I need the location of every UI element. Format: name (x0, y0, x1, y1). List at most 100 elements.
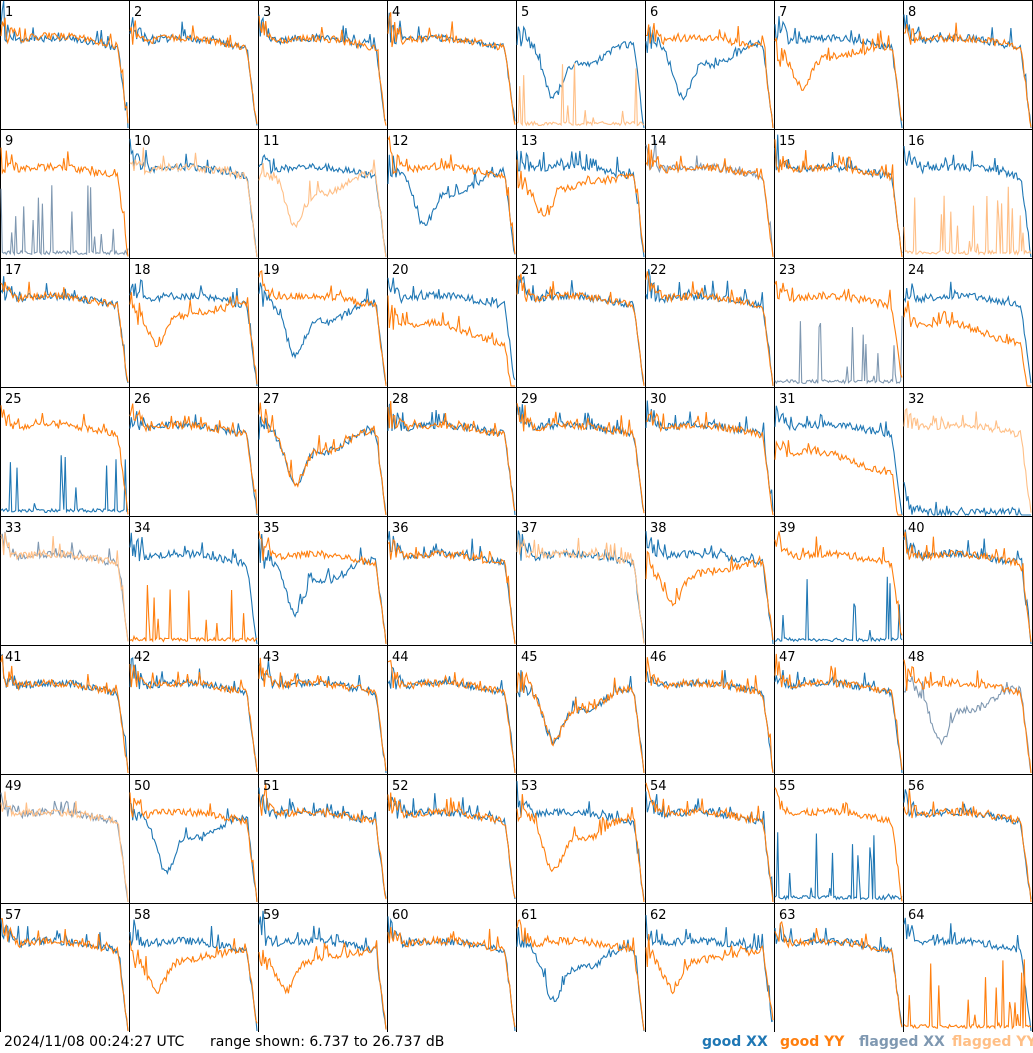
tile-24: 24 (903, 258, 1033, 388)
xx-spectrum-line (774, 576, 903, 643)
tile-label: 51 (263, 779, 280, 794)
xx-spectrum-line (258, 533, 387, 645)
xx-spectrum-line (258, 282, 387, 385)
tile-frame (0, 516, 130, 646)
yy-spectrum-line (646, 23, 774, 129)
tile-frame (0, 258, 130, 388)
yy-spectrum-line (516, 273, 645, 386)
yy-spectrum-line (387, 12, 516, 125)
yy-spectrum-line (774, 787, 903, 902)
tile-frame (903, 774, 1033, 904)
yy-spectrum-line (258, 530, 387, 645)
tile-frame (774, 0, 904, 130)
tile-11: 11 (258, 129, 388, 259)
xx-spectrum-line (0, 455, 129, 514)
xx-spectrum-line (903, 281, 1032, 384)
tile-label: 10 (134, 134, 151, 149)
tile-label: 21 (521, 263, 538, 278)
tile-label: 47 (779, 650, 796, 665)
tile-label: 18 (134, 263, 151, 278)
tile-frame (903, 258, 1033, 388)
tile-16: 16 (903, 129, 1033, 259)
yy-spectrum-line (129, 403, 258, 514)
tile-label: 32 (908, 392, 925, 407)
legend-good-yy: good YY (780, 1034, 845, 1050)
tile-label: 13 (521, 134, 538, 149)
xx-spectrum-line (0, 531, 129, 642)
tile-label: 64 (908, 908, 925, 923)
tile-label: 12 (392, 134, 409, 149)
tile-label: 3 (263, 5, 271, 20)
tile-44: 44 (387, 645, 517, 775)
tile-46: 46 (645, 645, 775, 775)
yy-spectrum-line (903, 659, 1032, 774)
tile-frame (516, 387, 646, 517)
tile-label: 29 (521, 392, 538, 407)
yy-spectrum-line (387, 792, 516, 899)
yy-spectrum-line (129, 792, 258, 902)
xx-spectrum-line (774, 405, 903, 516)
yy-spectrum-line (258, 269, 387, 386)
yy-spectrum-line (387, 538, 516, 645)
tile-label: 27 (263, 392, 280, 407)
tile-label: 30 (650, 392, 667, 407)
tile-57: 57 (0, 903, 130, 1032)
xx-spectrum-line (903, 146, 1032, 258)
tile-label: 16 (908, 134, 925, 149)
yy-spectrum-line (516, 537, 645, 644)
tile-label: 24 (908, 263, 925, 278)
xx-spectrum-line (903, 14, 1032, 129)
tile-29: 29 (516, 387, 646, 517)
tile-label: 37 (521, 521, 538, 536)
xx-spectrum-line (387, 12, 516, 122)
tile-frame (387, 645, 517, 775)
tile-label: 22 (650, 263, 667, 278)
tile-35: 35 (258, 516, 388, 646)
legend-flagged-yy: flagged YY (952, 1034, 1033, 1050)
tile-frame (258, 129, 388, 259)
xx-spectrum-line (0, 792, 129, 903)
tile-label: 36 (392, 521, 409, 536)
yy-spectrum-line (387, 927, 516, 1028)
tile-frame (903, 516, 1033, 646)
xx-spectrum-line (387, 277, 516, 381)
tile-label: 15 (779, 134, 796, 149)
tile-3: 3 (258, 0, 388, 130)
tile-frame (129, 645, 259, 775)
tile-label: 28 (392, 392, 409, 407)
tile-label: 50 (134, 779, 151, 794)
tile-frame (258, 903, 388, 1032)
yy-spectrum-line (774, 139, 903, 258)
tile-frame (387, 516, 517, 646)
yy-spectrum-line (258, 783, 387, 900)
tile-frame (516, 516, 646, 646)
legend-flagged-xx: flagged XX (859, 1034, 945, 1050)
tile-label: 63 (779, 908, 796, 923)
tile-frame (258, 774, 388, 904)
tile-30: 30 (645, 387, 775, 517)
yy-spectrum-line (516, 159, 645, 253)
tile-frame (645, 645, 775, 775)
tile-31: 31 (774, 387, 904, 517)
yy-spectrum-line (387, 295, 515, 387)
xx-spectrum-line (258, 910, 387, 1029)
tile-frame (387, 0, 517, 130)
xx-spectrum-line (516, 150, 645, 258)
tile-frame (387, 387, 517, 517)
tile-frame (516, 645, 646, 775)
tile-28: 28 (387, 387, 517, 517)
tile-frame (774, 774, 904, 904)
tile-label: 39 (779, 521, 796, 536)
xx-spectrum-line (903, 676, 1032, 774)
tile-label: 41 (5, 650, 22, 665)
yy-spectrum-line (774, 30, 903, 121)
xx-spectrum-line (516, 274, 645, 385)
yy-spectrum-line (0, 918, 129, 1032)
tile-label: 59 (263, 908, 280, 923)
tile-frame (129, 258, 259, 388)
tile-label: 43 (263, 650, 280, 665)
tile-label: 42 (134, 650, 151, 665)
tile-label: 45 (521, 650, 538, 665)
tile-frame (0, 0, 130, 130)
tile-61: 61 (516, 903, 646, 1032)
